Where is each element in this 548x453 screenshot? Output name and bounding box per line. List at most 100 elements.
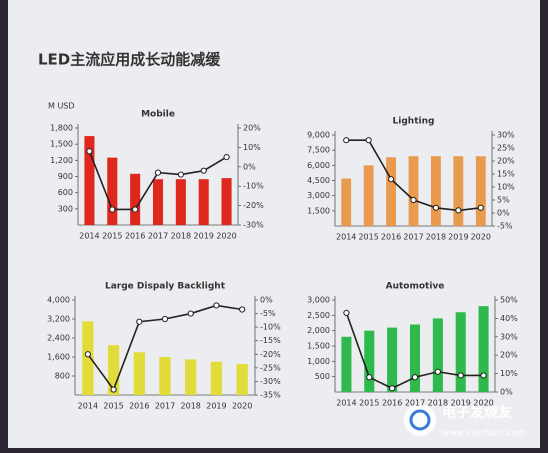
line-point — [432, 204, 440, 211]
bar — [387, 327, 398, 392]
y-tick-label: 800 — [55, 372, 70, 381]
y2-tick-label: -30% — [260, 377, 281, 386]
bar — [409, 324, 421, 392]
line-point — [477, 204, 484, 211]
y2-tick-label: -10% — [260, 323, 281, 332]
line-point — [86, 148, 93, 155]
y-tick-label: 300 — [58, 204, 73, 213]
chart: Lighting 1,500 3,000 4,500 6,000 7,500 9,000 -5… — [307, 117, 515, 242]
x-tick-label: 2017 — [405, 399, 425, 408]
line-point — [110, 386, 117, 393]
y-tick-label: 600 — [58, 188, 73, 197]
line-point — [154, 169, 162, 176]
bar — [430, 156, 441, 226]
x-tick-label: 2014 — [336, 233, 356, 242]
y2-tick-label: 50% — [500, 296, 518, 305]
y2-tick-label: 0% — [260, 296, 273, 305]
bar — [363, 165, 374, 226]
y2-tick-label: -35% — [260, 391, 281, 400]
y2-tick-label: 5% — [497, 196, 510, 205]
x-tick-label: 2020 — [232, 402, 252, 411]
line-point — [366, 374, 373, 381]
y2-tick-label: -10% — [243, 182, 264, 191]
line-point — [480, 372, 487, 379]
y-tick-label: 900 — [58, 172, 73, 181]
x-tick-label: 2016 — [382, 399, 402, 408]
x-tick-label: 2020 — [216, 232, 236, 241]
line-point — [365, 137, 372, 144]
line-point — [132, 206, 139, 213]
bar — [236, 364, 248, 395]
y-tick-label: 7,500 — [307, 146, 330, 155]
x-tick-label: 2017 — [155, 402, 175, 411]
chart-title: Large Dispaly Backlight — [105, 282, 226, 292]
y2-tick-label: 15% — [497, 170, 515, 179]
x-tick-label: 2014 — [336, 399, 356, 408]
line-point — [389, 385, 396, 392]
bar — [82, 321, 94, 395]
x-tick-label: 2015 — [359, 399, 379, 408]
y-tick-label: 3,000 — [307, 296, 330, 305]
y2-tick-label: -15% — [260, 336, 281, 345]
bar — [432, 318, 443, 392]
line-point — [187, 310, 194, 317]
y-tick-label: 1,200 — [50, 156, 73, 165]
chart: Mobile M USD 300 600 900 1,200 1,500 1,800 -30% -… — [48, 102, 264, 241]
y-tick-label: 1,600 — [47, 353, 70, 362]
watermark-logo-ring — [409, 409, 431, 431]
line-point — [410, 196, 417, 204]
line-point — [200, 167, 207, 174]
y-tick-label: 1,000 — [307, 357, 330, 366]
x-tick-label: 2018 — [171, 232, 191, 241]
chart-title: Lighting — [393, 117, 435, 127]
watermark-logo — [404, 404, 436, 436]
watermark-name: 电子发烧友 — [442, 404, 512, 421]
bar — [159, 357, 171, 395]
y-tick-label: 9,000 — [307, 131, 330, 140]
y2-tick-label: -5% — [497, 222, 513, 231]
bar — [475, 156, 486, 226]
chart-title: Automotive — [386, 282, 445, 292]
line-point — [455, 207, 462, 214]
x-tick-label: 2015 — [102, 232, 122, 241]
y2-tick-label: -30% — [243, 221, 264, 230]
line-point — [457, 372, 464, 379]
x-tick-label: 2016 — [125, 232, 145, 241]
bar — [84, 136, 95, 225]
bar — [364, 330, 375, 392]
y-tick-label: 1,500 — [50, 140, 73, 149]
bar — [386, 157, 397, 226]
x-tick-label: 2016 — [129, 402, 149, 411]
bar — [341, 178, 352, 226]
x-tick-label: 2015 — [358, 233, 378, 242]
chart: Large Dispaly Backlight 800 1,600 2,400 3,20… — [47, 282, 281, 411]
x-tick-label: 2017 — [148, 232, 168, 241]
bar — [152, 179, 164, 225]
x-tick-label: 2020 — [473, 399, 493, 408]
y-axis-label: M USD — [48, 102, 75, 111]
line-point — [434, 368, 441, 375]
y2-tick-label: -20% — [243, 201, 264, 210]
y2-tick-label: 40% — [500, 314, 518, 323]
y-tick-label: 1,500 — [307, 342, 330, 351]
y2-tick-label: 10% — [497, 183, 515, 192]
y-tick-label: 2,000 — [307, 326, 330, 335]
bar — [107, 345, 120, 395]
x-tick-label: 2019 — [206, 402, 226, 411]
x-tick-label: 2018 — [428, 399, 448, 408]
y2-tick-label: 0% — [497, 209, 510, 218]
x-tick-label: 2016 — [381, 233, 401, 242]
y2-tick-label: -5% — [260, 309, 276, 318]
y-tick-label: 4,500 — [307, 176, 330, 185]
y2-tick-label: 0% — [243, 162, 256, 171]
y2-tick-label: 10% — [500, 369, 518, 378]
bar — [455, 312, 466, 392]
watermark: 电子发烧友 www.elecfans.com — [404, 404, 526, 439]
y2-tick-label: 20% — [243, 124, 261, 133]
y2-tick-label: 30% — [500, 332, 518, 341]
y-tick-label: 2,400 — [47, 334, 70, 343]
x-tick-label: 2014 — [78, 402, 98, 411]
line-point — [343, 309, 350, 316]
y2-tick-label: 10% — [243, 143, 261, 152]
